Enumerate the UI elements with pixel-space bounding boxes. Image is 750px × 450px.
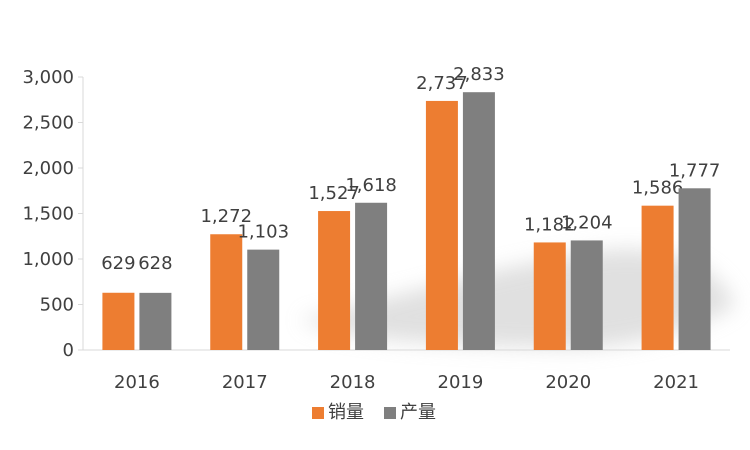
bar-sales — [641, 205, 674, 350]
x-tick-label: 2018 — [330, 372, 376, 393]
y-tick-label: 2,000 — [22, 158, 74, 179]
data-label: 629 — [101, 253, 135, 274]
bar-production — [139, 292, 172, 350]
data-label: 628 — [138, 253, 172, 274]
data-label: 1,777 — [669, 160, 721, 181]
bar-sales — [210, 234, 243, 350]
bar-sales — [425, 100, 458, 350]
bar-sales — [318, 211, 351, 350]
bar-sales — [102, 292, 135, 350]
legend-label: 销量 — [328, 402, 364, 423]
y-tick-label: 2,500 — [22, 113, 74, 134]
x-tick-label: 2019 — [438, 372, 484, 393]
bar-production — [247, 249, 280, 350]
data-label: 2,737 — [416, 73, 468, 94]
data-label: 1,103 — [237, 222, 289, 243]
data-label: 1,527 — [308, 183, 360, 204]
data-label: 1,204 — [561, 212, 613, 233]
y-tick-label: 0 — [63, 340, 74, 361]
data-label: 1,586 — [632, 178, 684, 199]
legend-swatch — [384, 407, 396, 419]
data-label: 1,618 — [345, 175, 397, 196]
background-shadow — [300, 249, 735, 349]
legend-swatch — [312, 407, 324, 419]
legend-label: 产量 — [400, 402, 436, 423]
data-label: 1,272 — [200, 206, 252, 227]
bar-production — [678, 188, 711, 350]
x-tick-label: 2016 — [114, 372, 160, 393]
bar-sales — [533, 242, 566, 350]
data-label: 2,833 — [453, 64, 505, 85]
x-tick-label: 2017 — [222, 372, 268, 393]
y-tick-label: 3,000 — [22, 67, 74, 88]
bar-production — [570, 240, 603, 350]
y-tick-label: 500 — [40, 295, 74, 316]
y-tick-label: 1,000 — [22, 249, 74, 270]
bar-production — [355, 202, 388, 350]
y-tick-label: 1,500 — [22, 204, 74, 225]
data-label: 1,182 — [524, 214, 576, 235]
x-tick-label: 2021 — [653, 372, 699, 393]
bar-production — [462, 92, 495, 351]
x-tick-label: 2020 — [545, 372, 591, 393]
